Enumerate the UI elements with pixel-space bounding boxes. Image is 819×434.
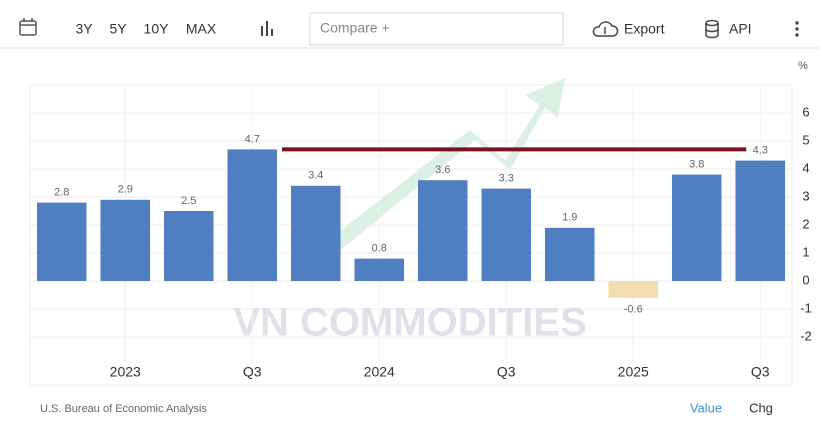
bar xyxy=(671,174,722,281)
range-button[interactable]: 5Y xyxy=(109,21,127,37)
value-label: 3.3 xyxy=(499,173,514,185)
bar xyxy=(227,149,278,281)
bar xyxy=(100,199,151,281)
y-tick-label: 6 xyxy=(802,104,809,119)
x-tick-label: Q3 xyxy=(497,364,516,380)
api-icon[interactable] xyxy=(705,19,719,39)
bar xyxy=(36,202,87,281)
y-unit: % xyxy=(798,60,808,72)
x-tick-label: Q3 xyxy=(751,364,770,380)
chart-type-icon[interactable] xyxy=(261,21,273,36)
value-label: 3.8 xyxy=(689,159,704,171)
y-tick-label: 1 xyxy=(802,244,809,259)
compare-placeholder: Compare + xyxy=(320,20,390,36)
y-tick-label: 0 xyxy=(802,272,809,287)
bar xyxy=(544,227,595,281)
y-tick-label: 3 xyxy=(802,188,809,203)
tab[interactable]: Value xyxy=(690,400,722,415)
menu-icon[interactable] xyxy=(795,21,799,37)
bar xyxy=(290,185,341,281)
value-label: 2.5 xyxy=(181,195,196,207)
bar xyxy=(163,211,214,281)
value-label: 3.6 xyxy=(435,164,450,176)
value-label: 3.4 xyxy=(308,170,323,182)
tab[interactable]: Chg xyxy=(749,400,773,415)
value-label: -0.6 xyxy=(624,304,643,316)
compare-input[interactable] xyxy=(309,12,564,46)
value-label: 0.8 xyxy=(372,243,387,255)
bar xyxy=(417,180,468,281)
y-tick-label: -1 xyxy=(800,300,812,315)
y-tick-label: -2 xyxy=(800,328,812,343)
x-tick-label: 2023 xyxy=(110,364,141,380)
y-tick-label: 5 xyxy=(802,132,809,147)
bar xyxy=(608,281,659,298)
watermark: VN COMMODITIES xyxy=(233,301,586,345)
bar xyxy=(481,188,532,281)
range-button[interactable]: 3Y xyxy=(75,21,93,37)
bar xyxy=(354,258,405,281)
calendar-icon[interactable] xyxy=(19,18,37,36)
value-label: 2.8 xyxy=(54,187,69,199)
watermark-arrow xyxy=(290,78,565,275)
y-tick-label: 4 xyxy=(802,160,809,175)
y-tick-label: 2 xyxy=(802,216,809,231)
range-button[interactable]: MAX xyxy=(186,21,217,37)
x-tick-label: 2025 xyxy=(618,364,649,380)
source: U.S. Bureau of Economic Analysis xyxy=(40,403,207,415)
value-label: 1.9 xyxy=(562,212,577,224)
value-label: 2.9 xyxy=(118,184,133,196)
range-button[interactable]: 10Y xyxy=(144,21,170,37)
export-button[interactable]: Export xyxy=(624,21,665,37)
api-button[interactable]: API xyxy=(729,21,752,37)
value-label: 4.7 xyxy=(245,133,260,145)
x-tick-label: 2024 xyxy=(364,364,395,380)
bar xyxy=(735,160,786,281)
plot-frame xyxy=(29,84,793,386)
x-tick-label: Q3 xyxy=(243,364,262,380)
export-icon[interactable] xyxy=(592,21,619,37)
value-label: 4.3 xyxy=(753,145,768,157)
